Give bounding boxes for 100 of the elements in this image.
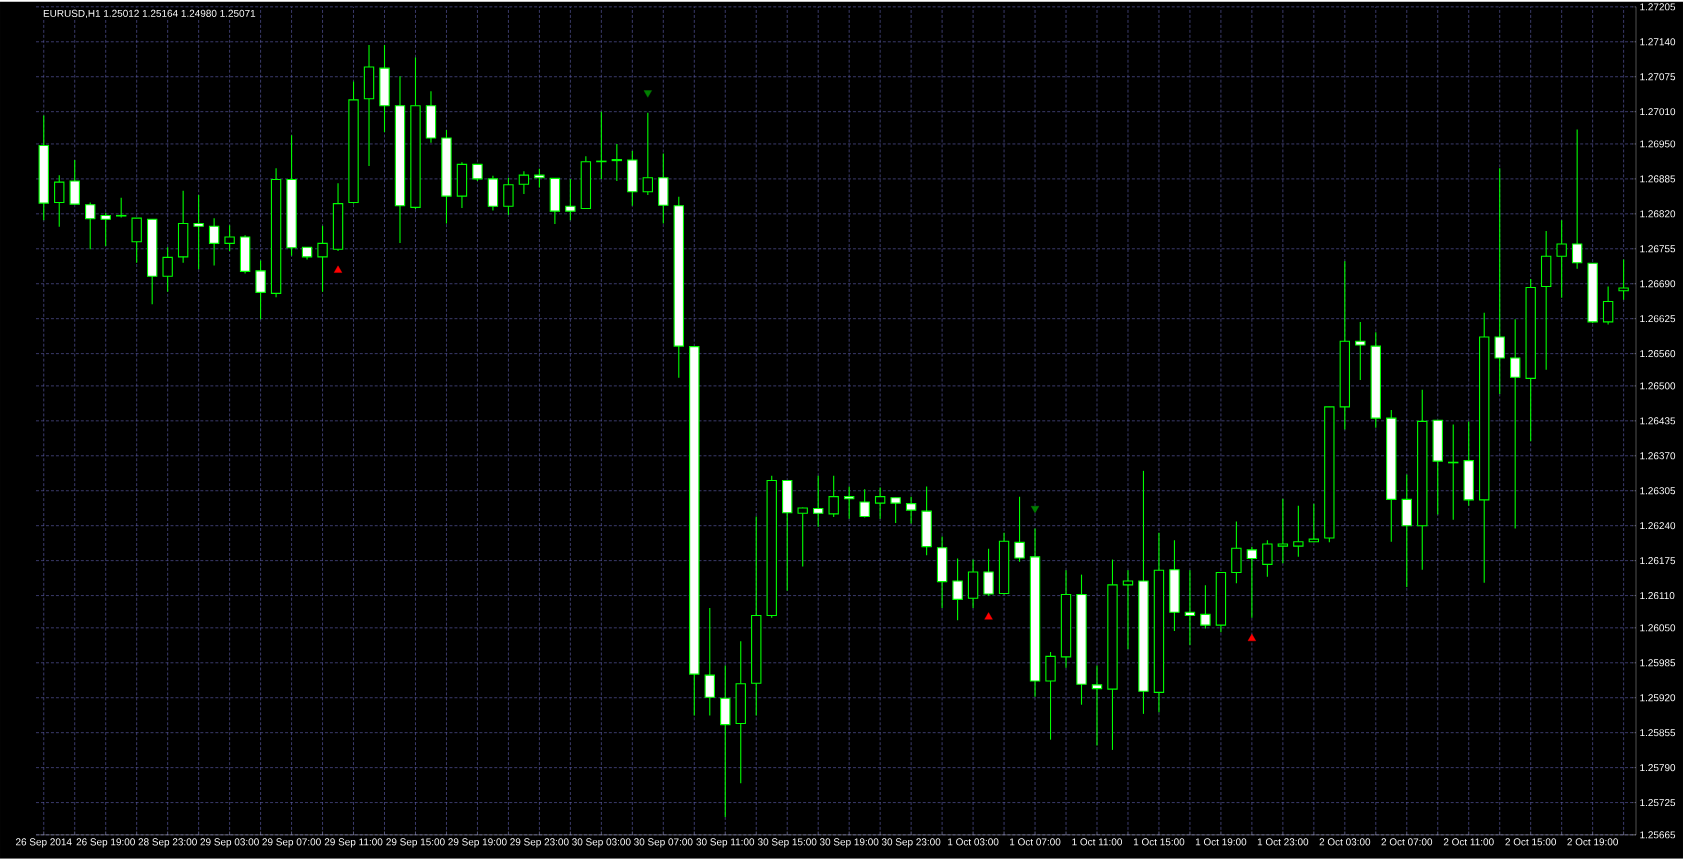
- candlestick: [255, 260, 266, 320]
- candlestick: [1510, 318, 1521, 529]
- x-tick-label: 2 Oct 15:00: [1505, 838, 1557, 846]
- candlestick: [1602, 285, 1614, 326]
- candlestick: [85, 202, 96, 250]
- candlestick: [1277, 498, 1289, 564]
- candlestick: [1571, 128, 1583, 270]
- candlestick: [100, 212, 111, 247]
- y-tick-label: 1.26305: [1640, 487, 1676, 495]
- candlestick: [843, 485, 855, 520]
- y-tick-label: 1.26950: [1640, 140, 1676, 148]
- y-tick-label: 1.26625: [1640, 315, 1676, 323]
- chart-title: EURUSD,H1 1.25012 1.25164 1.24980 1.25071: [43, 9, 256, 19]
- candlestick: [565, 178, 576, 221]
- y-tick-label: 1.27205: [1640, 3, 1676, 11]
- y-tick-label: 1.25920: [1640, 694, 1676, 702]
- x-tick-label: 26 Sep 2014: [16, 838, 72, 848]
- candlestick: [1494, 167, 1505, 395]
- x-tick-label: 29 Sep 07:00: [262, 838, 321, 848]
- candlestick: [905, 496, 917, 525]
- y-tick-label: 1.26050: [1640, 624, 1676, 632]
- y-tick-label: 1.26175: [1640, 557, 1676, 565]
- x-tick-label: 30 Sep 07:00: [634, 838, 693, 848]
- y-tick-label: 1.27010: [1640, 108, 1676, 116]
- x-tick-label: 28 Sep 23:00: [138, 838, 197, 848]
- x-tick-label: 2 Oct 19:00: [1567, 838, 1618, 846]
- candlestick: [1293, 505, 1304, 558]
- candlestick: [162, 246, 173, 293]
- x-tick-label: 30 Sep 19:00: [819, 838, 879, 848]
- y-tick-label: 1.26500: [1640, 382, 1676, 390]
- x-tick-label: 30 Sep 23:00: [881, 838, 941, 848]
- x-tick-label: 1 Oct 07:00: [1010, 838, 1061, 846]
- y-tick-label: 1.26240: [1640, 522, 1676, 530]
- x-tick-label: 1 Oct 23:00: [1257, 838, 1309, 846]
- candlestick: [1091, 665, 1103, 747]
- y-tick-label: 1.26110: [1640, 592, 1675, 600]
- candlestick: [611, 143, 623, 182]
- x-tick-label: 29 Sep 11:00: [324, 838, 383, 848]
- x-tick-label: 29 Sep 15:00: [386, 838, 445, 848]
- y-tick-label: 1.25855: [1640, 729, 1676, 737]
- y-tick-label: 1.25665: [1640, 831, 1676, 839]
- candlestick: [518, 170, 530, 195]
- x-tick-label: 2 Oct 07:00: [1381, 838, 1433, 846]
- y-tick-label: 1.27140: [1640, 38, 1676, 46]
- candlestick: [208, 217, 220, 267]
- candlestick: [1200, 584, 1211, 630]
- x-tick-label: 1 Oct 15:00: [1133, 838, 1185, 846]
- candlestick: [1355, 321, 1366, 381]
- candlestick: [54, 174, 65, 228]
- candlestick: [1556, 219, 1567, 299]
- x-tick-label: 2 Oct 11:00: [1443, 838, 1494, 846]
- x-tick-label: 30 Sep 15:00: [757, 838, 817, 848]
- candlestick: [1184, 569, 1196, 646]
- x-tick-label: 1 Oct 19:00: [1195, 838, 1247, 846]
- point: [333, 265, 343, 273]
- candlestick: [704, 607, 715, 717]
- candlestick: [859, 488, 870, 519]
- candlestick: [890, 497, 901, 524]
- candlestick: [828, 475, 839, 518]
- y-tick-label: 1.26435: [1640, 417, 1676, 425]
- candlestick: [874, 487, 886, 520]
- candlestick: [317, 225, 328, 293]
- point: [1247, 633, 1256, 642]
- candlestick: [813, 475, 824, 528]
- x-tick-label: 30 Sep 03:00: [572, 838, 631, 848]
- y-tick-label: 1.26690: [1640, 280, 1676, 288]
- y-tick-label: 1.26560: [1640, 350, 1676, 358]
- x-tick-label: 30 Sep 11:00: [696, 838, 755, 848]
- candlestick: [503, 177, 514, 216]
- candlestick: [224, 224, 235, 252]
- y-tick-label: 1.26820: [1640, 210, 1676, 218]
- point: [984, 612, 993, 620]
- y-tick-label: 1.27075: [1640, 73, 1676, 81]
- x-tick-label: 29 Sep 03:00: [200, 838, 259, 848]
- y-tick-label: 1.25725: [1640, 799, 1676, 807]
- y-tick-label: 1.26370: [1640, 452, 1676, 460]
- y-tick-label: 1.26755: [1640, 245, 1676, 253]
- candlestick: [1308, 503, 1320, 543]
- x-tick-label: 26 Sep 19:00: [76, 838, 135, 848]
- point: [643, 90, 652, 98]
- candlestick: [642, 112, 654, 196]
- y-tick-label: 1.25790: [1640, 764, 1676, 772]
- candlestick: [983, 548, 994, 597]
- candlestick: [952, 558, 963, 621]
- candlestick: [193, 194, 204, 270]
- x-tick-label: 1 Oct 11:00: [1072, 838, 1122, 846]
- candlestick: [534, 168, 545, 189]
- x-tick-label: 29 Sep 23:00: [510, 838, 569, 848]
- candlestick: [1014, 496, 1025, 563]
- candlestick: [131, 217, 142, 264]
- candlestick: [1122, 569, 1134, 650]
- candlestick: [69, 159, 80, 205]
- y-tick-label: 1.25985: [1640, 659, 1676, 667]
- y-tick-label: 1.26885: [1640, 175, 1676, 183]
- x-tick-label: 1 Oct 03:00: [948, 838, 999, 846]
- candlestick: [797, 506, 808, 568]
- candlestick: [116, 197, 127, 219]
- candlestick: [1262, 539, 1273, 578]
- x-tick-label: 29 Sep 19:00: [448, 838, 507, 848]
- candlestick: [1246, 546, 1258, 619]
